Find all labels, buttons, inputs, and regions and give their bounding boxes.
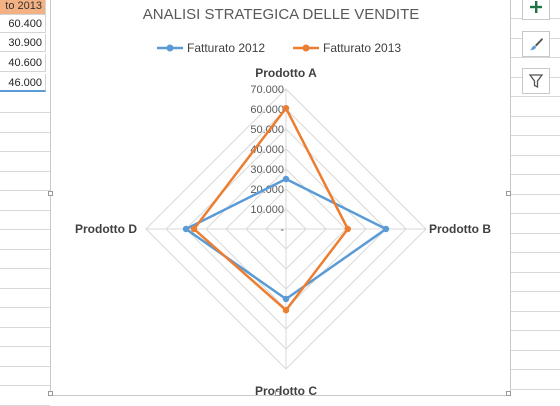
chart-styles-button[interactable] [522,31,550,57]
resize-handle-bottom-right[interactable] [506,391,511,396]
plus-icon [530,1,542,13]
sheet-row-line [0,230,50,250]
legend-2013-label: Fatturato 2013 [323,41,401,55]
sheet-row-line [511,115,560,117]
sheet-row-line [511,252,560,253]
chart-legend[interactable]: Fatturato 2012 Fatturato 2013 [157,41,401,55]
radar-data-point [182,225,190,233]
radar-category-labels: Prodotto A Prodotto B Prodotto C Prodotto D [75,66,491,395]
sheet-row-line [511,213,560,214]
radar-tick-label: 50.000 [250,124,284,136]
radar-chart-svg: ANALISI STRATEGICA DELLE VENDITE Fattura… [75,6,491,395]
cell-value-a[interactable]: 60.400 [0,15,46,33]
sheet-row-line [511,57,560,58]
legend-2012-label: Fatturato 2012 [187,41,265,55]
sheet-row-line [0,308,50,328]
sheet-row-line [511,369,560,370]
sheet-row-line [0,288,50,308]
radar-tick-label: 30.000 [250,164,284,176]
sheet-row-line [0,113,50,133]
sheet-row-line [511,271,560,273]
legend-2013-marker [302,44,310,52]
sheet-row-line [511,135,560,136]
cell-value-b[interactable]: 30.900 [0,34,46,52]
cell-value-c[interactable]: 40.600 [0,54,46,72]
sheet-row-line [511,232,560,234]
worksheet-right-strip [511,0,560,400]
radar-chart-area[interactable]: ANALISI STRATEGICA DELLE VENDITE Fattura… [48,0,511,396]
sheet-row-line [0,210,50,230]
sheet-row-line [511,349,560,351]
sheet-row-line [511,330,560,331]
radar-data-point [282,307,290,314]
sheet-row-line [511,310,560,312]
sheet-row-line [511,174,560,175]
sheet-row-line [0,152,50,172]
sheet-row-line [0,269,50,289]
radar-axis-ticks: -10.00020.00030.00040.00050.00060.00070.… [250,84,284,236]
sheet-row-line [0,132,50,152]
radar-data-point [382,225,390,233]
legend-2012-marker [166,44,174,52]
cell-header-2013[interactable]: to 2013 [0,0,46,15]
radar-tick-label: 10.000 [250,204,284,216]
radar-data-point [282,105,290,112]
radar-tick-label: 70.000 [250,84,284,96]
radar-data-point [282,175,290,183]
brush-icon [530,38,543,51]
filter-icon [528,74,544,89]
sheet-row-line [0,347,50,367]
sheet-row-line [0,249,50,269]
resize-handle-left[interactable] [48,191,53,196]
resize-handle-bottom-left[interactable] [48,391,53,396]
radar-category-label: Prodotto C [255,384,317,395]
radar-series[interactable] [182,105,390,314]
chart-title[interactable]: ANALISI STRATEGICA DELLE VENDITE [143,6,419,23]
sheet-row-line [0,191,50,211]
sheet-row-line [511,154,560,156]
sheet-row-line [0,366,50,386]
radar-tick-label: 60.000 [250,104,284,116]
sheet-row-line [0,386,50,406]
sheet-row-line [511,291,560,292]
radar-category-label: Prodotto B [429,222,491,236]
sheet-row-line [0,171,50,191]
resize-handle-right[interactable] [506,191,511,196]
sheet-row-line [511,96,560,97]
chart-elements-button[interactable] [522,0,550,20]
radar-data-point [344,225,351,233]
sheet-row-line [0,327,50,347]
radar-tick-label: - [280,224,284,236]
sheet-row-line [0,93,50,113]
resize-handle-bottom[interactable] [275,391,280,396]
cell-value-d[interactable]: 46.000 [0,74,46,92]
sheet-row-line [511,193,560,195]
sheet-row-line [511,388,560,390]
radar-category-label: Prodotto D [75,222,137,236]
radar-category-label: Prodotto A [255,66,317,80]
radar-data-point [282,295,290,303]
worksheet-strip: to 2013 60.400 30.900 40.600 46.000 [0,0,52,406]
chart-filters-button[interactable] [522,68,550,94]
radar-data-point [190,225,198,233]
radar-tick-label: 40.000 [250,144,284,156]
